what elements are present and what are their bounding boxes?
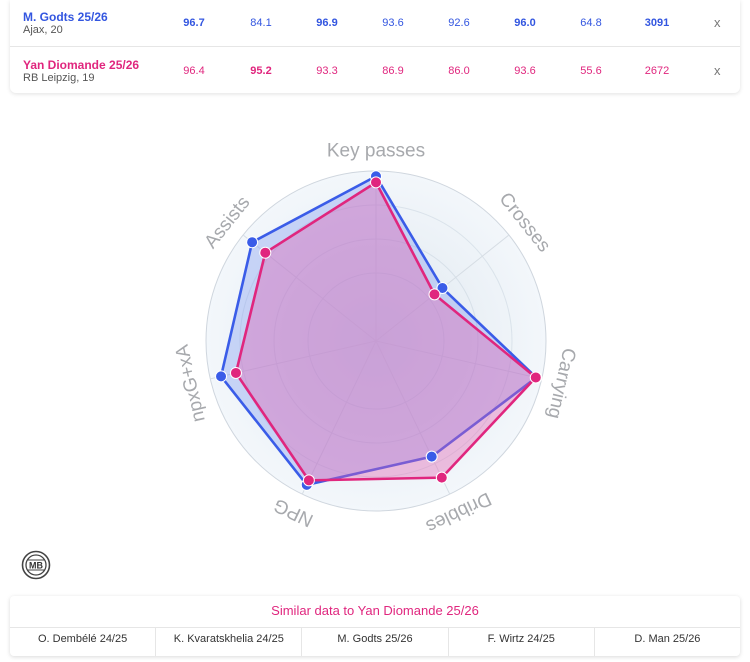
player-club-age: Ajax, 20 xyxy=(23,24,63,36)
radar-data-point xyxy=(246,236,259,249)
radar-spoke xyxy=(301,340,377,495)
stat-value: 96.9 xyxy=(316,17,338,29)
radar-axis-label: npxG+xA xyxy=(172,342,210,424)
stat-value: 93.3 xyxy=(316,65,338,77)
radar-series-polygon xyxy=(219,174,538,487)
similar-item[interactable]: K. Kvaratskhelia 24/25 xyxy=(156,628,303,656)
stat-value: 86.0 xyxy=(448,65,470,77)
remove-player-button[interactable]: x xyxy=(714,15,721,30)
radar-data-point xyxy=(428,288,441,301)
radar-data-point xyxy=(435,471,448,484)
radar-data-point xyxy=(436,282,449,295)
stat-value: 96.4 xyxy=(183,65,205,77)
stat-value: 96.7 xyxy=(183,17,205,29)
radar-data-point xyxy=(302,474,315,487)
mb-logo-icon: MB xyxy=(21,550,51,580)
similar-item[interactable]: M. Godts 25/26 xyxy=(302,628,449,656)
radar-series-polygon xyxy=(234,181,538,482)
player-name[interactable]: Yan Diomande 25/26 xyxy=(23,58,140,72)
stat-value: 92.6 xyxy=(448,17,470,29)
stat-value: 86.9 xyxy=(382,65,404,77)
logo-text: MB xyxy=(29,561,43,571)
radar-axis-label: Carrying xyxy=(543,346,579,421)
similar-title: Similar data to Yan Diomande 25/26 xyxy=(10,596,740,628)
similar-item[interactable]: F. Wirtz 24/25 xyxy=(449,628,595,656)
radar-data-point xyxy=(370,176,382,189)
stat-value: 64.8 xyxy=(580,17,602,29)
player-name[interactable]: M. Godts 25/26 xyxy=(23,10,108,24)
stat-value: 96.0 xyxy=(514,17,536,29)
similar-players-panel: Similar data to Yan Diomande 25/26 O. De… xyxy=(10,596,740,656)
radar-axis-label: NPG xyxy=(270,494,316,531)
radar-axis-label: Key passes xyxy=(327,141,425,162)
radar-spoke xyxy=(375,340,542,380)
similar-list: O. Dembélé 24/25 K. Kvaratskhelia 24/25 … xyxy=(10,628,740,656)
player-comparison-card: M. Godts 25/26 Ajax, 20 96.7 84.1 96.9 9… xyxy=(10,0,740,93)
similar-item[interactable]: O. Dembélé 24/25 xyxy=(10,628,157,656)
player-club-age: RB Leipzig, 19 xyxy=(23,72,95,84)
row-divider xyxy=(10,46,740,47)
radar-data-point xyxy=(425,450,438,463)
radar-data-point xyxy=(529,371,542,384)
stat-value: 93.6 xyxy=(382,17,404,29)
similar-item[interactable]: D. Man 25/26 xyxy=(634,633,701,645)
radar-series-group xyxy=(215,170,543,491)
player-row-godts: M. Godts 25/26 Ajax, 20 96.7 84.1 96.9 9… xyxy=(10,0,740,46)
radar-data-point xyxy=(229,366,242,379)
radar-chart: Key passesCrossesCarryingDribblesNPGnpxG… xyxy=(172,141,580,537)
stat-value: 2672 xyxy=(644,65,670,77)
stat-value: 95.2 xyxy=(250,65,272,77)
player-row-diomande: Yan Diomande 25/26 RB Leipzig, 19 96.4 9… xyxy=(10,47,740,93)
stat-value: 55.6 xyxy=(580,65,602,77)
stat-value: 84.1 xyxy=(250,17,272,29)
remove-player-button[interactable]: x xyxy=(714,63,721,78)
radar-spoke xyxy=(375,340,451,495)
stat-value: 93.6 xyxy=(514,65,536,77)
stat-value: 3091 xyxy=(644,17,670,29)
radar-data-point xyxy=(215,370,228,383)
radar-data-point xyxy=(259,246,272,259)
